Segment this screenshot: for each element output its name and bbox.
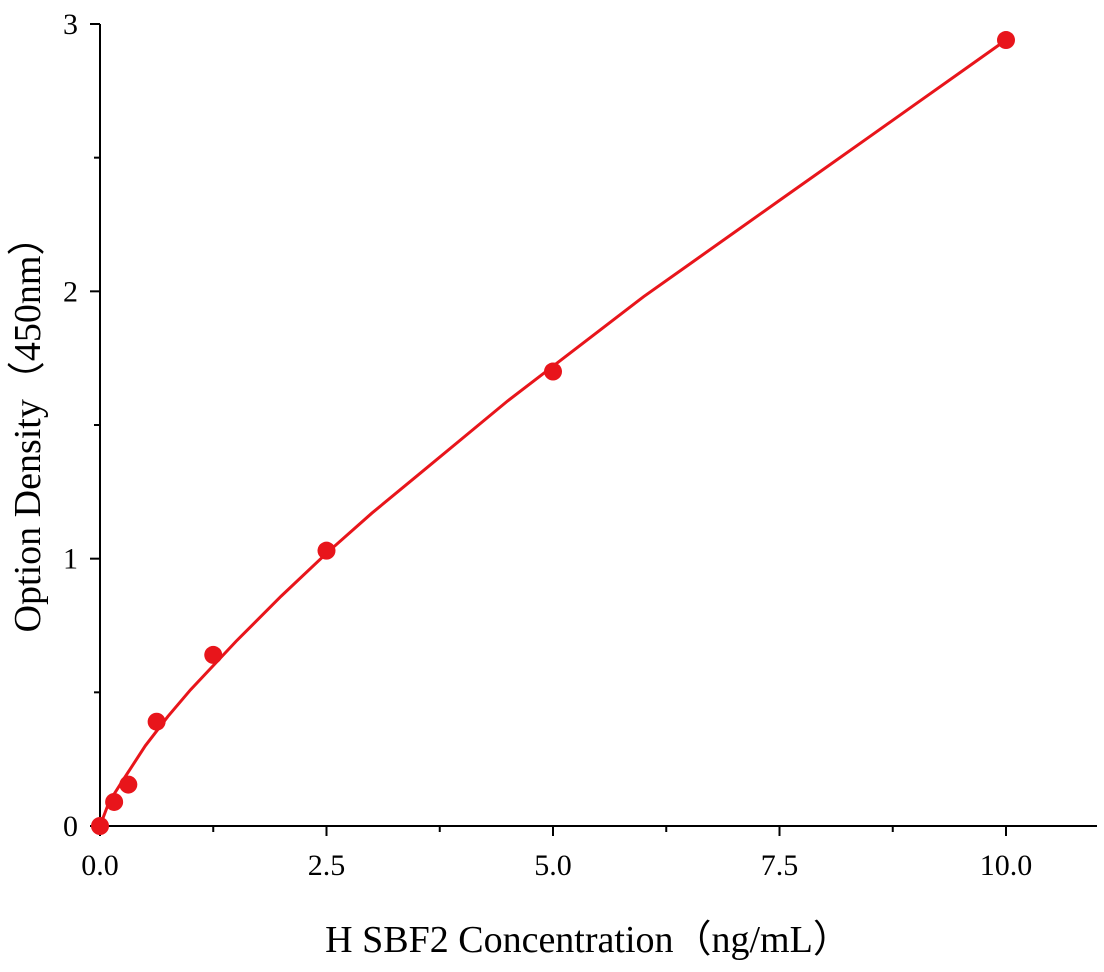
data-point bbox=[105, 792, 124, 811]
tick-labels: 0.0 2.5 5.0 7.5 10.0 0 1 2 3 bbox=[63, 8, 1032, 882]
data-point bbox=[147, 712, 166, 731]
axes bbox=[99, 24, 1097, 827]
y-axis-title: Option Density（450nm） bbox=[7, 218, 49, 633]
y-tick-label: 0 bbox=[63, 810, 78, 843]
x-tick-label: 7.5 bbox=[761, 849, 799, 882]
y-tick-label: 3 bbox=[63, 8, 78, 41]
fit-curve bbox=[98, 38, 1007, 827]
data-point bbox=[544, 362, 562, 381]
y-tick-label: 2 bbox=[63, 275, 78, 308]
data-point bbox=[997, 31, 1015, 50]
x-tick-label: 2.5 bbox=[308, 849, 346, 882]
x-tick-label: 0.0 bbox=[81, 849, 119, 882]
y-tick-label: 1 bbox=[63, 543, 78, 576]
x-tick-label: 10.0 bbox=[980, 849, 1033, 882]
data-point bbox=[91, 817, 109, 835]
x-axis-title: H SBF2 Concentration（ng/mL） bbox=[325, 919, 851, 961]
x-tick-label: 5.0 bbox=[534, 849, 572, 882]
data-points bbox=[91, 31, 1015, 835]
data-point bbox=[119, 775, 138, 794]
data-point bbox=[317, 541, 336, 560]
data-point bbox=[204, 645, 223, 664]
ticks bbox=[90, 23, 1007, 836]
